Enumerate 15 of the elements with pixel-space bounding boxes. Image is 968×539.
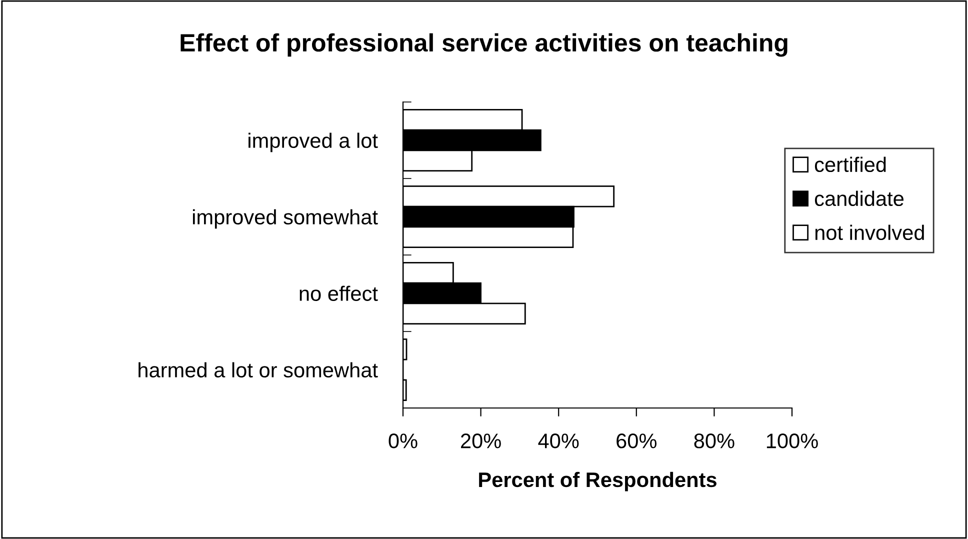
- x-tick-label: 80%: [694, 434, 734, 448]
- y-tick-label: harmed a lot or somewhat: [138, 362, 378, 378]
- chart-title: Effect of professional service activities on teaching: [180, 33, 788, 57]
- x-tick-label: 100%: [766, 434, 818, 448]
- y-tick-label: no effect: [300, 286, 378, 302]
- legend-label: certified: [814, 156, 886, 172]
- legend-label: not involved: [815, 224, 924, 240]
- y-tick-label: improved somewhat: [192, 209, 378, 229]
- x-axis-title: Percent of Respondents: [479, 472, 716, 492]
- x-tick-label: 20%: [461, 434, 501, 448]
- x-tick-label: 0%: [388, 434, 418, 448]
- y-tick-label: improved a lot: [248, 132, 378, 152]
- legend-label: candidate: [814, 190, 904, 206]
- x-tick-label: 60%: [616, 434, 657, 448]
- x-tick-label: 40%: [538, 434, 579, 448]
